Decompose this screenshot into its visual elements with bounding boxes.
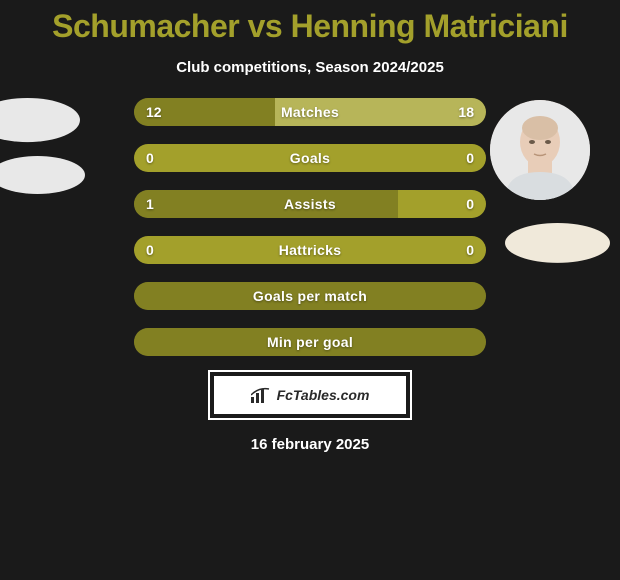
stat-value-right: 0	[466, 242, 474, 258]
stat-label: Hattricks	[279, 242, 342, 258]
stat-value-left: 0	[146, 242, 154, 258]
comparison-card: Schumacher vs Henning Matriciani Club co…	[0, 0, 620, 580]
chart-icon	[251, 387, 271, 403]
bar-fill-left	[134, 190, 398, 218]
player-right-avatar-2	[505, 223, 610, 263]
stat-value-right: 18	[458, 104, 474, 120]
subtitle: Club competitions, Season 2024/2025	[176, 59, 444, 76]
person-icon	[490, 100, 590, 200]
badge-text: FcTables.com	[277, 387, 370, 403]
stat-value-left: 1	[146, 196, 154, 212]
stat-row: 0 0 Hattricks	[134, 236, 486, 264]
stat-row: Goals per match	[134, 282, 486, 310]
stat-label: Assists	[284, 196, 336, 212]
stat-row: 0 0 Goals	[134, 144, 486, 172]
source-badge[interactable]: FcTables.com	[210, 372, 410, 418]
chart-area: 12 18 Matches 0 0 Goals 1 0 Assists 0 0 Hattricks Go…	[0, 98, 620, 356]
stat-row: Min per goal	[134, 328, 486, 356]
page-title: Schumacher vs Henning Matriciani	[52, 8, 568, 45]
player-left-avatar-1	[0, 98, 80, 142]
stat-label: Matches	[281, 104, 339, 120]
stat-bars: 12 18 Matches 0 0 Goals 1 0 Assists 0 0 Hattricks Go…	[134, 98, 486, 356]
stat-label: Min per goal	[267, 334, 353, 350]
stat-label: Goals per match	[253, 288, 367, 304]
stat-value-left: 12	[146, 104, 162, 120]
stat-row: 12 18 Matches	[134, 98, 486, 126]
date-label: 16 february 2025	[251, 436, 369, 453]
stat-value-left: 0	[146, 150, 154, 166]
player-left-avatar-2	[0, 156, 85, 194]
stat-row: 1 0 Assists	[134, 190, 486, 218]
player-right-avatar	[490, 100, 590, 200]
stat-value-right: 0	[466, 196, 474, 212]
stat-value-right: 0	[466, 150, 474, 166]
stat-label: Goals	[290, 150, 330, 166]
